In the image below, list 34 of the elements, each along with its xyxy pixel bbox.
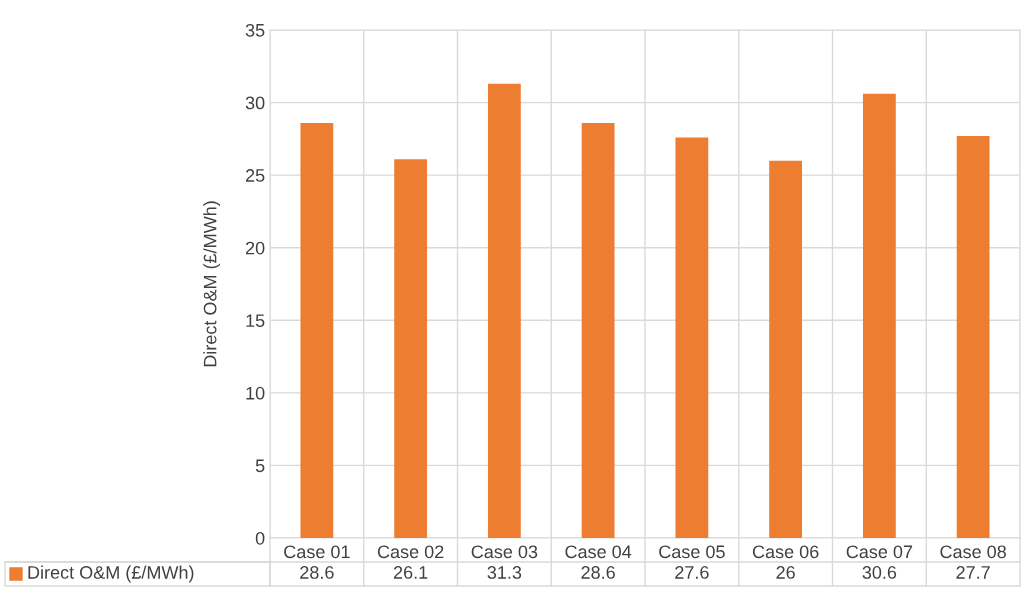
- x-tick-label: Case 07: [846, 545, 913, 559]
- y-tick-label: 15: [246, 314, 265, 328]
- data-label: 28.6: [581, 566, 615, 579]
- bar: [300, 122, 334, 538]
- data-label: 30.6: [862, 566, 897, 579]
- bar: [675, 137, 709, 538]
- bar: [581, 122, 615, 538]
- x-tick-label: Case 02: [377, 545, 444, 559]
- data-label: 26: [776, 566, 795, 579]
- x-tick-label: Case 04: [565, 545, 632, 559]
- x-tick-label: Case 01: [284, 545, 350, 559]
- data-label: 27.7: [956, 566, 990, 579]
- x-tick-label: Case 08: [940, 545, 1006, 559]
- bar: [956, 135, 990, 538]
- x-tick-label: Case 03: [471, 545, 538, 559]
- bar: [394, 159, 428, 538]
- y-tick-label: 10: [246, 386, 265, 400]
- x-tick-label: Case 06: [752, 545, 819, 559]
- y-tick-label: 25: [245, 169, 265, 182]
- y-axis-title: Direct O&M (£/MWh): [203, 201, 221, 367]
- x-tick-label: Case 05: [659, 545, 725, 559]
- y-tick-label: 0: [255, 531, 265, 545]
- bar: [769, 160, 803, 538]
- y-tick-label: 20: [245, 241, 265, 255]
- y-tick-label: 5: [255, 459, 265, 473]
- legend-label: Direct O&M (£/MWh): [28, 565, 194, 583]
- y-tick-label: 30: [245, 96, 265, 110]
- data-label: 28.6: [300, 566, 334, 579]
- data-label: 27.6: [675, 566, 709, 579]
- y-tick-label: 35: [245, 23, 265, 37]
- data-label: 31.3: [487, 566, 522, 579]
- data-label: 26.1: [393, 566, 428, 579]
- bar: [487, 83, 521, 538]
- bar: [862, 93, 896, 538]
